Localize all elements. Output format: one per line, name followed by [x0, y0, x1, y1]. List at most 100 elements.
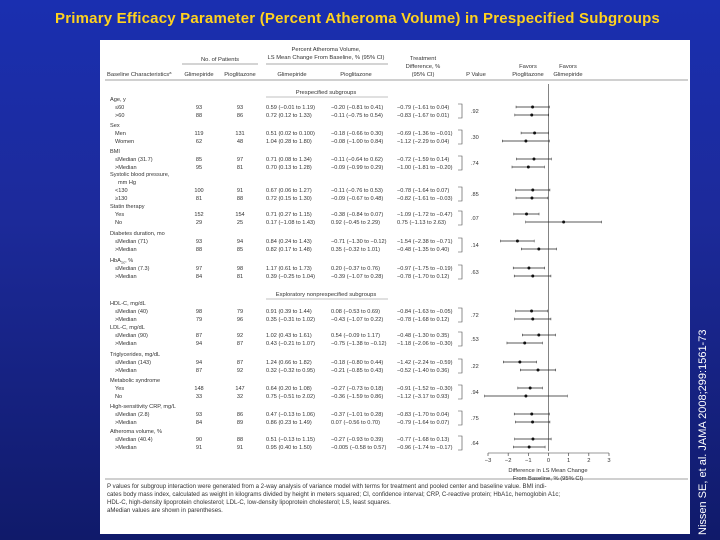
- section-prespecified: Prespecified subgroups: [296, 90, 357, 96]
- forest-plot-panel: [100, 40, 690, 534]
- header-pav-line1: Percent Atheroma Volume,: [292, 47, 361, 53]
- change-glimepiride: 0.43 (−0.21 to 1.07): [266, 341, 315, 347]
- n-glimepiride: 148: [194, 386, 203, 392]
- header-pav-line2: LS Mean Change From Baseline, % (95% CI): [268, 55, 385, 61]
- p-value-bracket: [458, 331, 463, 347]
- n-pioglitazone: 91: [237, 188, 243, 194]
- change-glimepiride: 1.02 (0.43 to 1.61): [266, 333, 312, 339]
- change-pioglitazone: −0.09 (−0.99 to 0.29): [331, 165, 383, 171]
- n-glimepiride: 94: [196, 341, 202, 347]
- row-label: No: [115, 220, 122, 226]
- treatment-difference: −0.83 (−1.67 to 0.01): [397, 113, 449, 119]
- treatment-difference: −1.54 (−2.38 to −0.71): [397, 239, 453, 245]
- n-glimepiride: 93: [196, 239, 202, 245]
- subgroup-label: Systolic blood pressure,: [110, 172, 170, 178]
- treatment-difference: −0.69 (−1.36 to −0.01): [397, 131, 453, 137]
- slide-title: Primary Efficacy Parameter (Percent Athe…: [55, 10, 660, 27]
- p-value: .22: [471, 364, 479, 370]
- point-estimate: [531, 105, 535, 109]
- n-pioglitazone: 93: [237, 105, 243, 111]
- subgroup-label: HbA1c, %: [110, 258, 133, 265]
- n-glimepiride: 87: [196, 333, 202, 339]
- row-label: >Median: [115, 368, 137, 374]
- point-estimate: [531, 274, 535, 278]
- treatment-difference: −1.00 (−1.81 to −0.20): [397, 165, 453, 171]
- treatment-difference: −0.78 (−1.64 to 0.07): [397, 188, 449, 194]
- header-pioglitazone-change: Pioglitazone: [340, 72, 372, 78]
- p-value: .72: [471, 313, 479, 319]
- subgroup-label: LDL-C, mg/dL: [110, 325, 145, 331]
- x-tick-label: 0: [547, 458, 550, 464]
- treatment-difference: −0.78 (−1.68 to 0.12): [397, 317, 449, 323]
- footnote-line-2: cates body mass index, calculated as wei…: [107, 491, 561, 498]
- n-pioglitazone: 94: [237, 239, 243, 245]
- subgroup-label: Sex: [110, 123, 120, 129]
- n-pioglitazone: 81: [237, 165, 243, 171]
- change-glimepiride: 0.64 (0.20 to 1.08): [266, 386, 312, 392]
- subgroup-label: High-sensitivity CRP, mg/L: [110, 404, 176, 410]
- point-estimate: [525, 212, 529, 216]
- n-pioglitazone: 131: [235, 131, 244, 137]
- change-pioglitazone: −0.08 (−1.00 to 0.84): [331, 139, 383, 145]
- p-value: .94: [471, 390, 479, 396]
- header-favors-pio-1: Favors: [519, 64, 537, 70]
- n-pioglitazone: 97: [237, 157, 243, 163]
- change-glimepiride: 0.72 (0.12 to 1.33): [266, 113, 312, 119]
- n-pioglitazone: 92: [237, 333, 243, 339]
- header-baseline: Baseline Characteristicsa: [107, 70, 172, 78]
- change-pioglitazone: −0.005 (−0.58 to 0.57): [331, 445, 386, 451]
- treatment-difference: 0.75 (−1.13 to 2.63): [397, 220, 446, 226]
- header-glimepiride-change: Glimepiride: [277, 72, 306, 78]
- p-value-bracket: [458, 186, 463, 202]
- row-label: ≤Median (90): [115, 333, 148, 339]
- change-glimepiride: 0.67 (0.06 to 1.27): [266, 188, 312, 194]
- treatment-difference: −1.09 (−1.72 to −0.47): [397, 212, 453, 218]
- treatment-difference: −0.79 (−1.61 to 0.04): [397, 105, 449, 111]
- n-pioglitazone: 86: [237, 113, 243, 119]
- row-label: ≥130: [115, 196, 127, 202]
- footnote-line-3: HDL-C, high-density lipoprotein choleste…: [107, 499, 391, 506]
- treatment-difference: −1.42 (−2.24 to −0.59): [397, 360, 453, 366]
- treatment-difference: −0.96 (−1.74 to −0.17): [397, 445, 453, 451]
- change-glimepiride: 0.72 (0.15 to 1.30): [266, 196, 312, 202]
- change-pioglitazone: −0.37 (−1.01 to 0.28): [331, 412, 383, 418]
- row-label: ≤Median (31.7): [115, 157, 153, 163]
- n-glimepiride: 98: [196, 309, 202, 315]
- change-pioglitazone: 0.07 (−0.56 to 0.70): [331, 420, 380, 426]
- header-favors-pio-2: Pioglitazone: [512, 72, 544, 78]
- p-value: .64: [471, 441, 479, 447]
- point-estimate: [531, 420, 535, 424]
- header-diff-line1: Treatment: [410, 56, 437, 62]
- n-glimepiride: 29: [196, 220, 202, 226]
- x-tick-label: 3: [607, 458, 610, 464]
- subgroup-label: Age, y: [110, 97, 126, 103]
- point-estimate: [527, 266, 531, 270]
- row-label: ≤Median (7.3): [115, 266, 150, 272]
- change-pioglitazone: −0.09 (−0.67 to 0.48): [331, 196, 383, 202]
- change-pioglitazone: 0.54 (−0.09 to 1.17): [331, 333, 380, 339]
- n-glimepiride: 33: [196, 394, 202, 400]
- subgroup-label: Atheroma volume, %: [110, 429, 162, 435]
- point-estimate: [530, 113, 534, 117]
- axis-label-line1: Difference in LS Mean Change: [508, 468, 587, 474]
- change-pioglitazone: −0.39 (−1.07 to 0.28): [331, 274, 383, 280]
- treatment-difference: −0.48 (−1.30 to 0.35): [397, 333, 449, 339]
- change-pioglitazone: −0.43 (−1.07 to 0.22): [331, 317, 383, 323]
- change-glimepiride: 0.17 (−1.08 to 1.43): [266, 220, 315, 226]
- point-estimate: [530, 196, 534, 200]
- n-glimepiride: 81: [196, 196, 202, 202]
- row-label: ≤Median (143): [115, 360, 151, 366]
- p-value-bracket: [458, 358, 463, 374]
- n-glimepiride: 93: [196, 412, 202, 418]
- subgroup-label: BMI: [110, 149, 120, 155]
- p-value: .07: [471, 216, 479, 222]
- row-label: ≤Median (71): [115, 239, 148, 245]
- change-pioglitazone: 0.92 (−0.45 to 2.29): [331, 220, 380, 226]
- p-value-bracket: [458, 210, 463, 226]
- change-glimepiride: 0.35 (−0.31 to 1.02): [266, 317, 315, 323]
- change-glimepiride: 0.70 (0.13 to 1.28): [266, 165, 312, 171]
- p-value-bracket: [458, 435, 463, 451]
- point-estimate: [524, 139, 528, 143]
- n-pioglitazone: 87: [237, 341, 243, 347]
- row-label: ≤Median (40): [115, 309, 148, 315]
